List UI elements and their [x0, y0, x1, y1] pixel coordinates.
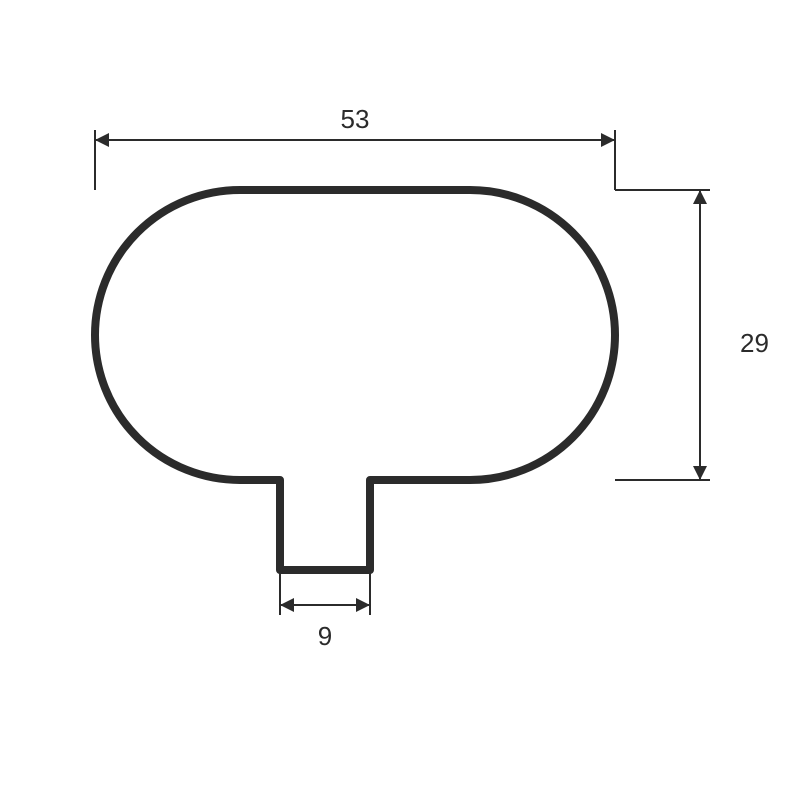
dimension-label-height: 29	[740, 328, 769, 358]
dimension-arrow	[356, 598, 370, 612]
dimension-label-tab: 9	[318, 621, 332, 651]
dimension-arrow	[693, 190, 707, 204]
dimension-arrow	[601, 133, 615, 147]
profile-outline	[95, 190, 615, 570]
technical-drawing: 53 29 9	[0, 0, 800, 800]
dimension-arrow	[280, 598, 294, 612]
dimension-arrow	[693, 466, 707, 480]
dimension-arrow	[95, 133, 109, 147]
dimension-label-width: 53	[341, 104, 370, 134]
